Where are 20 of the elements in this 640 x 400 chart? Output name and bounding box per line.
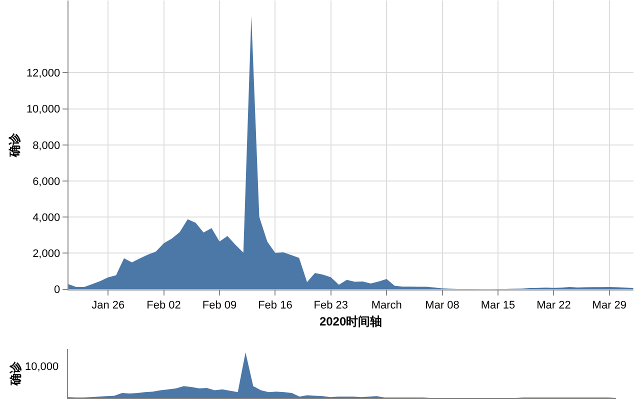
y-tick-label: 6,000 (32, 176, 60, 188)
x-tick-label: March (371, 300, 402, 312)
x-tick-label: Mar 22 (536, 300, 571, 312)
x-tick-label: Feb 09 (202, 300, 237, 312)
y-tick-label: 10,000 (26, 104, 60, 116)
x-tick-label: Feb 02 (146, 300, 181, 312)
x-tick-label: Mar 15 (480, 300, 516, 312)
x-tick-label: Mar 29 (592, 300, 627, 312)
y-tick-label: 0 (54, 284, 60, 296)
x-axis-title: 2020时间轴 (319, 314, 382, 328)
y-tick-label: 4,000 (32, 212, 60, 224)
y-tick-label: 2,000 (32, 248, 60, 260)
y-tick-label: 12,000 (26, 68, 60, 80)
x-tick-label: Feb 16 (258, 300, 292, 312)
x-tick-label: Mar 08 (425, 300, 460, 312)
x-tick-label: Feb 23 (314, 300, 348, 312)
y-axis-title: 确诊 (8, 132, 22, 158)
y-axis-title: 确诊 (8, 360, 22, 387)
x-tick-label: Jan 26 (92, 300, 125, 312)
y-tick-label: 8,000 (32, 140, 60, 152)
